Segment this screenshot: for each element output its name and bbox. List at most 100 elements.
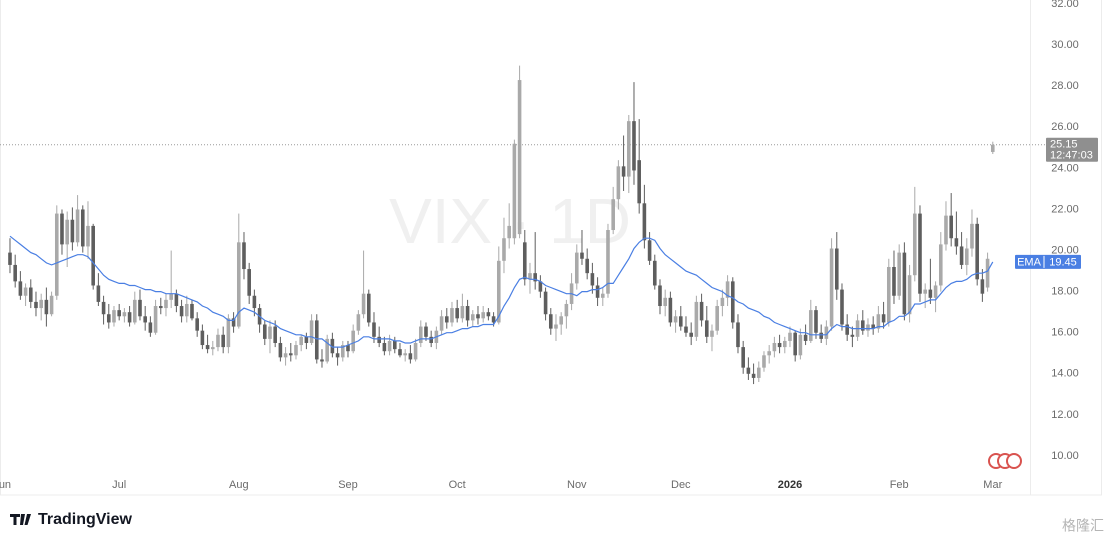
candle-body (980, 279, 985, 294)
candle-body (117, 310, 121, 317)
candle-body (366, 293, 371, 323)
ema-label-value: 19.45 (1049, 256, 1077, 268)
candle-body (902, 252, 907, 315)
candle-body (637, 160, 641, 204)
candle-body (746, 367, 751, 374)
candle-body (626, 121, 631, 177)
candle-body (236, 242, 241, 327)
candle-body (595, 285, 600, 298)
candle-body (829, 248, 834, 327)
watermark: VIX · 1D (389, 185, 631, 257)
x-tick-label: Mar (983, 479, 1002, 491)
candle-body (439, 316, 444, 331)
candle-body (273, 326, 277, 343)
candle-body (928, 289, 933, 298)
candle-body (736, 322, 740, 348)
candle-body (309, 320, 314, 343)
candle-body (210, 347, 215, 350)
candle-body (502, 238, 506, 261)
candle-body (772, 342, 777, 352)
candle-body (195, 318, 199, 331)
y-tick-label: 20.00 (1051, 244, 1079, 256)
candle-body (933, 285, 938, 298)
candle-body (86, 225, 90, 247)
candle-body (580, 252, 584, 259)
candle-body (278, 342, 283, 358)
candle-body (283, 353, 288, 358)
candle-body (923, 289, 927, 294)
candle-body (564, 303, 569, 317)
candle-body (127, 312, 132, 323)
candle-body (741, 347, 745, 368)
candle-body (91, 225, 95, 286)
candle-body (481, 312, 485, 319)
candle-body (80, 209, 85, 247)
candle-body (866, 324, 870, 331)
candle-body (658, 285, 662, 307)
flags (988, 453, 1022, 469)
candle-body (689, 332, 693, 337)
candle-body (340, 345, 345, 358)
candle-body (710, 330, 714, 337)
candle-body (590, 273, 595, 286)
candle-body (39, 299, 43, 309)
candle-body (60, 213, 64, 245)
candle-body (632, 121, 636, 171)
candle-body (262, 324, 267, 339)
candle-body (179, 306, 184, 317)
candle-body (132, 299, 137, 323)
brand-name: TradingView (38, 511, 133, 528)
candle-body (756, 367, 761, 378)
candle-body (335, 353, 340, 358)
candle-body (907, 275, 912, 315)
candle-body (476, 314, 480, 319)
y-tick-label: 10.00 (1051, 450, 1079, 462)
candle-body (845, 324, 849, 335)
candle-body (247, 269, 251, 296)
y-tick-label: 12.00 (1051, 409, 1079, 421)
candle-body (216, 334, 220, 348)
x-tick-label: Feb (890, 479, 909, 491)
candle-body (860, 320, 865, 331)
candle-body (294, 345, 298, 356)
candle-body (699, 301, 704, 321)
candle-body (554, 324, 558, 329)
last-price-box (1046, 137, 1098, 162)
candle-body (372, 322, 376, 337)
candle-body (522, 242, 527, 280)
countdown-label: 12:47:03 (1050, 150, 1093, 162)
candle-body (382, 342, 387, 352)
candle-body (164, 299, 168, 309)
candle-body (424, 326, 428, 337)
y-tick-label: 24.00 (1051, 162, 1079, 174)
candle-body (507, 225, 511, 239)
candle-body (429, 336, 433, 343)
candle-body (881, 314, 886, 323)
candle-body (444, 316, 449, 323)
candle-body (377, 336, 381, 343)
y-tick-label: 28.00 (1051, 80, 1079, 92)
candle-body (814, 310, 818, 333)
candle-body (803, 334, 808, 341)
candle-body (782, 340, 787, 348)
candle-body (964, 248, 969, 265)
candle-body (470, 314, 475, 321)
candle-body (886, 266, 891, 323)
y-tick-label: 18.00 (1051, 286, 1079, 298)
candle-body (70, 219, 75, 243)
candle-body (517, 80, 522, 235)
candle-body (112, 310, 116, 323)
x-tick-label: Aug (229, 479, 249, 491)
candle-body (730, 281, 735, 323)
candle-body (299, 336, 303, 346)
candle-body (268, 326, 272, 339)
candle-body (106, 314, 111, 323)
x-tick-label: Jun (0, 479, 11, 491)
candle-body (704, 320, 709, 337)
candle-body (767, 351, 771, 356)
candle-body (751, 373, 756, 378)
candle-body (777, 342, 782, 348)
candle-body (585, 258, 589, 274)
candle-body (819, 332, 823, 339)
